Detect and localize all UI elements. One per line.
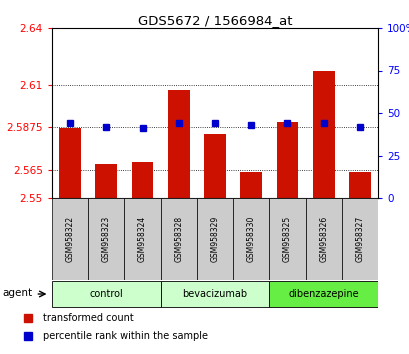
Bar [341, 198, 377, 280]
Text: GSM958323: GSM958323 [101, 216, 110, 262]
Bar [88, 198, 124, 280]
Bar [269, 198, 305, 280]
Text: agent: agent [2, 287, 33, 298]
Bar [168, 90, 189, 198]
Text: GSM958327: GSM958327 [355, 216, 364, 262]
Bar [52, 281, 160, 307]
Text: GSM958324: GSM958324 [138, 216, 147, 262]
Bar [305, 198, 341, 280]
Bar [204, 134, 225, 198]
Bar [276, 122, 298, 198]
Bar [233, 198, 269, 280]
Text: transformed count: transformed count [43, 313, 134, 323]
Bar [312, 72, 334, 198]
Text: GSM958329: GSM958329 [210, 216, 219, 262]
Text: GSM958325: GSM958325 [282, 216, 291, 262]
Bar [348, 172, 370, 198]
Text: GSM958322: GSM958322 [65, 216, 74, 262]
Bar [240, 172, 261, 198]
Text: percentile rank within the sample: percentile rank within the sample [43, 331, 208, 341]
Text: control: control [89, 289, 123, 299]
Bar [124, 198, 160, 280]
Bar [131, 162, 153, 198]
Title: GDS5672 / 1566984_at: GDS5672 / 1566984_at [137, 14, 292, 27]
Text: dibenzazepine: dibenzazepine [288, 289, 358, 299]
Bar [52, 198, 88, 280]
Bar [59, 128, 81, 198]
Bar [95, 164, 117, 198]
Text: GSM958328: GSM958328 [174, 216, 183, 262]
Bar [160, 281, 269, 307]
Bar [269, 281, 377, 307]
Bar [196, 198, 233, 280]
Text: GSM958330: GSM958330 [246, 216, 255, 262]
Text: GSM958326: GSM958326 [318, 216, 327, 262]
Text: bevacizumab: bevacizumab [182, 289, 247, 299]
Bar [160, 198, 196, 280]
